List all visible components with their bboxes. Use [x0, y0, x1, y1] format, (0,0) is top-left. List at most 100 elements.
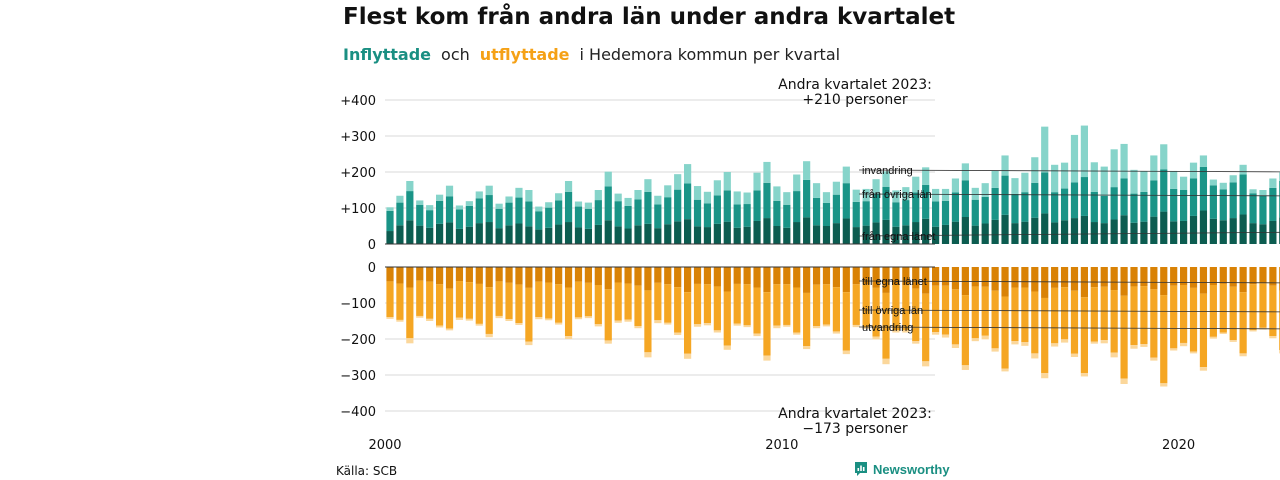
- bar-in-county: [1199, 210, 1208, 244]
- bar-in-immigration: [922, 167, 930, 185]
- bar-in-immigration: [822, 192, 831, 203]
- bar-out-emigration: [862, 327, 870, 329]
- bar-in-other: [693, 199, 702, 227]
- bar-in-immigration: [793, 174, 801, 192]
- bar-in-immigration: [852, 189, 860, 202]
- bar-in-county: [465, 226, 473, 244]
- bar-out-county: [832, 267, 840, 288]
- bar-in-other: [793, 191, 801, 223]
- bar-out-other: [505, 282, 513, 320]
- bar-in-immigration: [1100, 166, 1108, 196]
- bar-out-county: [485, 267, 493, 288]
- bar-in-other: [733, 204, 741, 228]
- bar-in-immigration: [555, 193, 563, 201]
- bar-out-emigration: [991, 348, 999, 352]
- bar-in-county: [406, 220, 414, 244]
- bar-out-other: [882, 292, 890, 359]
- bar-in-immigration: [902, 187, 910, 201]
- bar-out-emigration: [812, 326, 821, 329]
- bar-out-county: [822, 267, 831, 285]
- bar-in-county: [564, 222, 573, 244]
- bar-out-county: [1060, 267, 1069, 288]
- bar-out-other: [723, 291, 731, 346]
- bar-in-county: [981, 223, 989, 244]
- bar-out-emigration: [922, 361, 930, 367]
- bar-in-county: [1239, 214, 1247, 244]
- bar-in-immigration: [773, 186, 781, 201]
- bar-out-emigration: [832, 331, 840, 334]
- bar-in-county: [733, 227, 741, 244]
- bar-out-county: [515, 267, 523, 285]
- bar-out-emigration: [1051, 343, 1059, 347]
- bar-out-county: [1249, 267, 1257, 285]
- bar-in-other: [505, 202, 513, 226]
- bar-in-other: [584, 208, 592, 229]
- bar-out-emigration: [515, 323, 523, 325]
- bar-out-county: [842, 267, 850, 293]
- bar-in-county: [1150, 216, 1158, 244]
- bar-in-immigration: [604, 171, 612, 187]
- bar-in-county: [922, 218, 930, 244]
- y-tick-bottom-label: −300: [340, 369, 376, 384]
- bar-in-county: [1110, 219, 1118, 244]
- brand-logo: Newsworthy: [854, 461, 950, 477]
- bar-in-immigration: [961, 163, 969, 181]
- bar-in-immigration: [465, 201, 473, 206]
- bar-in-immigration: [812, 183, 821, 198]
- bar-in-other: [763, 182, 771, 219]
- bar-out-county: [406, 267, 414, 288]
- bar-out-county: [1070, 267, 1079, 291]
- bar-in-other: [1120, 178, 1128, 216]
- bar-in-county: [912, 222, 920, 244]
- bar-in-immigration: [733, 191, 741, 205]
- bar-in-other: [604, 186, 612, 221]
- bar-in-other: [525, 201, 533, 227]
- bar-out-emigration: [1130, 345, 1138, 349]
- bar-out-county: [614, 267, 622, 283]
- bar-in-immigration: [991, 170, 999, 188]
- bar-out-county: [743, 267, 751, 285]
- bar-in-county: [1180, 220, 1188, 244]
- bar-out-other: [991, 290, 999, 349]
- bar-out-emigration: [1090, 341, 1098, 344]
- bar-in-other: [416, 204, 424, 226]
- bar-out-county: [932, 267, 940, 286]
- bar-in-other: [475, 198, 483, 224]
- bar-in-other: [951, 192, 960, 222]
- bar-out-county: [604, 267, 612, 290]
- bar-in-county: [951, 221, 960, 244]
- label-invandring: invandring: [862, 165, 913, 177]
- bar-out-emigration: [971, 338, 979, 342]
- bar-in-county: [1189, 215, 1198, 244]
- bar-in-immigration: [713, 180, 721, 196]
- bar-in-county: [793, 222, 801, 244]
- bar-out-other: [1130, 286, 1138, 346]
- bar-out-other: [1140, 286, 1148, 345]
- bar-in-county: [664, 224, 672, 244]
- label-fran-egna-lanet: från egna länet: [862, 231, 935, 243]
- bar-in-immigration: [426, 205, 434, 211]
- bar-in-other: [1209, 185, 1217, 219]
- bar-out-emigration: [733, 323, 741, 326]
- bar-in-other: [1041, 172, 1049, 214]
- bar-out-emigration: [1100, 340, 1108, 344]
- bar-in-county: [1259, 224, 1267, 244]
- bar-in-county: [961, 217, 969, 244]
- bar-in-other: [1110, 187, 1118, 220]
- bar-out-other: [1180, 285, 1188, 343]
- bar-out-other: [961, 295, 969, 366]
- bar-out-county: [684, 267, 692, 293]
- bar-out-other: [614, 282, 622, 321]
- bar-in-immigration: [396, 195, 404, 203]
- bar-in-immigration: [912, 176, 920, 193]
- bar-out-other: [932, 285, 940, 333]
- bar-in-other: [1011, 193, 1019, 224]
- bar-in-county: [644, 223, 652, 244]
- x-tick-label: 2000: [368, 438, 401, 453]
- bar-in-county: [436, 223, 444, 244]
- bar-out-county: [386, 267, 394, 282]
- bar-in-immigration: [981, 183, 989, 197]
- bar-out-emigration: [475, 323, 483, 326]
- bar-out-emigration: [604, 340, 612, 344]
- bar-out-county: [991, 267, 999, 291]
